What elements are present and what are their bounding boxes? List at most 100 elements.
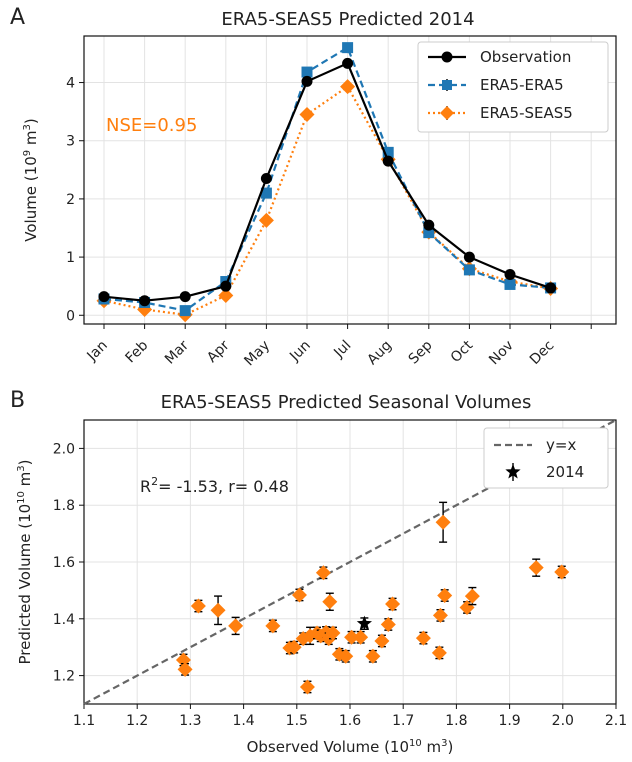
scatter-point <box>286 639 302 655</box>
data-point <box>382 155 394 167</box>
scatter-marker <box>177 661 193 677</box>
data-point <box>218 287 234 303</box>
legend-entry-era5-era5: ERA5-ERA5 <box>428 76 564 94</box>
scatter-marker <box>528 560 544 576</box>
data-point <box>504 269 516 281</box>
data-point <box>463 264 475 276</box>
scatter-point <box>528 558 544 577</box>
panel-a-x-tick-label: Feb <box>123 337 152 366</box>
data-point <box>301 66 313 78</box>
panel-a-x-ticks: Jan Feb Mar Apr May Jun Jul Aug Sep Oct Nov Dec <box>84 324 592 369</box>
scatter-point <box>415 630 431 646</box>
legend-era5-seas5-label: ERA5-SEAS5 <box>480 104 573 122</box>
panel-a-x-tick-label: Mar <box>162 337 192 367</box>
scatter-marker <box>325 625 341 641</box>
scatter-point <box>385 596 401 612</box>
data-point <box>423 227 435 239</box>
legend-observation-label: Observation <box>480 48 571 66</box>
scatter-point <box>374 633 390 649</box>
scatter-marker <box>322 594 338 610</box>
data-point <box>340 79 356 95</box>
panel-a-x-tick-label: May <box>241 338 273 370</box>
panel-b-x-tick-label: 1.8 <box>445 713 467 729</box>
scatter-point <box>464 586 480 606</box>
data-point <box>342 57 354 69</box>
panel-a-x-tick-label: Apr <box>204 337 233 366</box>
star-marker-2014 <box>356 615 372 631</box>
data-point <box>139 295 151 307</box>
panel-a-x-tick-label: Jan <box>84 338 111 365</box>
panel-a-legend: Observation ERA5-ERA5 ERA5-SEAS5 <box>417 41 609 133</box>
legend-era5-era5-marker <box>442 80 452 90</box>
scatter-point <box>228 616 244 636</box>
data-point <box>504 278 516 290</box>
panel-b-y-tick-label: 1.8 <box>53 498 75 514</box>
scatter-marker <box>432 607 448 623</box>
legend-entry-observation: Observation <box>428 48 571 66</box>
y-equals-x-line <box>83 419 617 705</box>
data-point <box>179 305 191 317</box>
series-line <box>103 45 551 312</box>
panel-a-y-ticks: 0 1 2 3 4 <box>66 76 84 324</box>
scatter-marker <box>435 514 451 530</box>
data-point <box>299 107 315 123</box>
scatter-point <box>554 564 570 580</box>
legend-entry-era5-seas5: ERA5-SEAS5 <box>428 104 573 122</box>
data-point <box>463 251 475 263</box>
scatter-marker <box>365 648 381 664</box>
scatter-marker <box>291 587 307 603</box>
panel-a-y-tick-label: 1 <box>66 250 75 266</box>
panel-b-x-tick-label: 2.1 <box>605 713 627 729</box>
panel-a-y-tick-label: 2 <box>66 192 75 208</box>
panel-a-x-tick-label: Jul <box>330 338 354 362</box>
scatter-point <box>322 592 338 611</box>
scatter-point <box>190 598 206 614</box>
panel-b: B ERA5-SEAS5 Predicted Seasonal Volumes … <box>10 388 627 756</box>
panel-b-x-tick-label: 1.7 <box>392 713 414 729</box>
panel-a-x-tick-label: Jun <box>286 338 313 365</box>
scatter-point <box>353 629 369 645</box>
scatter-point <box>177 661 193 677</box>
panel-a-y-tick-label: 0 <box>66 308 75 324</box>
scatter-marker <box>415 630 431 646</box>
data-point <box>220 280 232 292</box>
legend-observation-marker <box>441 51 453 63</box>
panel-a-x-tick-label: Nov <box>486 338 517 369</box>
scatter-point <box>325 625 341 641</box>
scatter-marker <box>353 629 369 645</box>
panel-a-legend-box <box>417 41 609 133</box>
panel-a-title: ERA5-SEAS5 Predicted 2014 <box>221 9 474 30</box>
series-observation <box>98 57 557 307</box>
panel-b-x-tick-label: 1.4 <box>232 713 254 729</box>
panel-a-x-tick-label: Aug <box>364 338 395 369</box>
legend-2014-marker <box>505 464 521 479</box>
scatter-marker <box>265 618 281 634</box>
data-point <box>423 219 435 231</box>
panel-b-y-ticks: 1.2 1.4 1.6 1.8 2.0 <box>53 441 84 685</box>
panel-b-x-tick-label: 1.5 <box>286 713 308 729</box>
scatter-point <box>380 616 396 632</box>
data-point <box>260 173 272 185</box>
scatter-marker <box>344 629 360 645</box>
data-point <box>382 146 394 158</box>
scatter-marker <box>190 598 206 614</box>
scatter-point <box>265 618 281 634</box>
panel-b-title: ERA5-SEAS5 Predicted Seasonal Volumes <box>161 392 532 413</box>
panel-b-x-tick-label: 1.9 <box>498 713 520 729</box>
panel-b-y-tick-label: 1.4 <box>53 612 75 628</box>
data-point <box>98 291 110 303</box>
panel-b-letter: B <box>10 388 25 413</box>
scatter-marker <box>437 588 453 604</box>
panel-a-y-tick-label: 3 <box>66 134 75 150</box>
nse-annotation: NSE=0.95 <box>106 115 197 136</box>
panel-b-y-tick-label: 1.6 <box>53 555 75 571</box>
scatter-point <box>210 595 226 626</box>
scatter-point <box>437 588 453 604</box>
panel-a-frame <box>83 35 617 325</box>
scatter-marker <box>554 564 570 580</box>
panel-b-y-label: Predicted Volume (1010 m3) <box>16 459 34 664</box>
scatter-marker <box>286 639 302 655</box>
scatter-marker <box>380 616 396 632</box>
data-point <box>260 187 272 199</box>
legend-era5-seas5-marker <box>440 106 454 120</box>
